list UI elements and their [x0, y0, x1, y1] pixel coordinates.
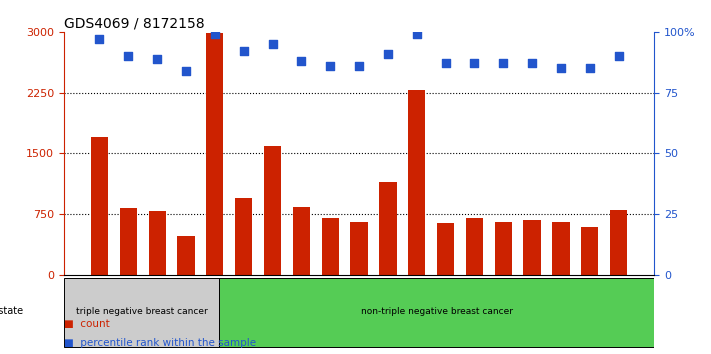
- Bar: [235, 198, 252, 275]
- Bar: [206, 34, 223, 275]
- Bar: [581, 227, 599, 275]
- Point: [238, 48, 250, 54]
- Bar: [149, 211, 166, 275]
- Point: [526, 61, 538, 66]
- Text: triple negative breast cancer: triple negative breast cancer: [76, 307, 208, 315]
- Bar: [219, 278, 654, 347]
- Bar: [466, 218, 483, 275]
- Point: [584, 65, 596, 71]
- Point: [209, 32, 220, 37]
- Bar: [64, 278, 219, 347]
- Point: [94, 36, 105, 42]
- Bar: [321, 218, 339, 275]
- Point: [181, 68, 192, 74]
- Bar: [119, 208, 137, 275]
- Text: ■  count: ■ count: [64, 319, 109, 329]
- Bar: [523, 221, 541, 275]
- Text: GDS4069 / 8172158: GDS4069 / 8172158: [64, 17, 205, 31]
- Point: [151, 56, 163, 61]
- Bar: [351, 222, 368, 275]
- Point: [498, 61, 509, 66]
- Point: [555, 65, 567, 71]
- Point: [267, 41, 278, 47]
- Point: [469, 61, 480, 66]
- Point: [383, 51, 394, 57]
- Point: [122, 53, 134, 59]
- Bar: [552, 222, 570, 275]
- Bar: [437, 223, 454, 275]
- Bar: [264, 146, 281, 275]
- Bar: [408, 90, 425, 275]
- Text: ■  percentile rank within the sample: ■ percentile rank within the sample: [64, 338, 256, 348]
- Bar: [177, 236, 195, 275]
- Bar: [610, 210, 627, 275]
- Point: [353, 63, 365, 69]
- Point: [440, 61, 451, 66]
- Bar: [379, 182, 397, 275]
- Point: [324, 63, 336, 69]
- Point: [296, 58, 307, 64]
- Point: [411, 32, 422, 37]
- Text: non-triple negative breast cancer: non-triple negative breast cancer: [360, 307, 513, 315]
- Point: [613, 53, 624, 59]
- Bar: [495, 222, 512, 275]
- Bar: [91, 137, 108, 275]
- Bar: [293, 207, 310, 275]
- Text: disease state: disease state: [0, 306, 23, 316]
